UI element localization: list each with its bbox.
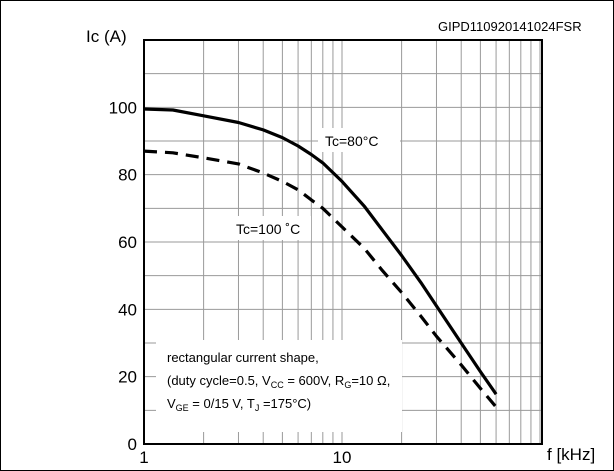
annotation-line-1: rectangular current shape,: [167, 350, 319, 365]
plot-border: [143, 39, 543, 445]
annotation-line-3: VGE = 0/15 V, TJ =175°C): [167, 396, 311, 413]
label-box-tc80: [318, 128, 400, 152]
series-layer: [143, 107, 498, 409]
annotation-line-2: (duty cycle=0.5, VCC = 600V, RG=10 Ω,: [167, 373, 390, 390]
y-tick-label: 60: [118, 233, 137, 252]
y-axis-label: Ic (A): [86, 27, 127, 46]
series-label-tc80: Tc=80°C: [325, 133, 378, 149]
y-tick-label: 100: [109, 98, 137, 117]
series-label-tc100: Tc=100 ˚C: [236, 221, 300, 237]
y-tick-label: 80: [118, 166, 137, 185]
x-tick-label: 10: [333, 448, 352, 467]
series-line-2: [143, 149, 498, 409]
y-tick-label: 0: [128, 435, 137, 454]
x-tick-label: 1: [139, 448, 148, 467]
figure-id: GIPD110920141024FSR: [438, 19, 582, 34]
series-line-1: [143, 107, 498, 396]
label-box-tc100: [231, 216, 311, 240]
x-axis-label: f [kHz]: [547, 445, 595, 464]
y-tick-label: 40: [118, 300, 137, 319]
y-tick-label: 20: [118, 368, 137, 387]
conditions-box: [156, 340, 402, 432]
